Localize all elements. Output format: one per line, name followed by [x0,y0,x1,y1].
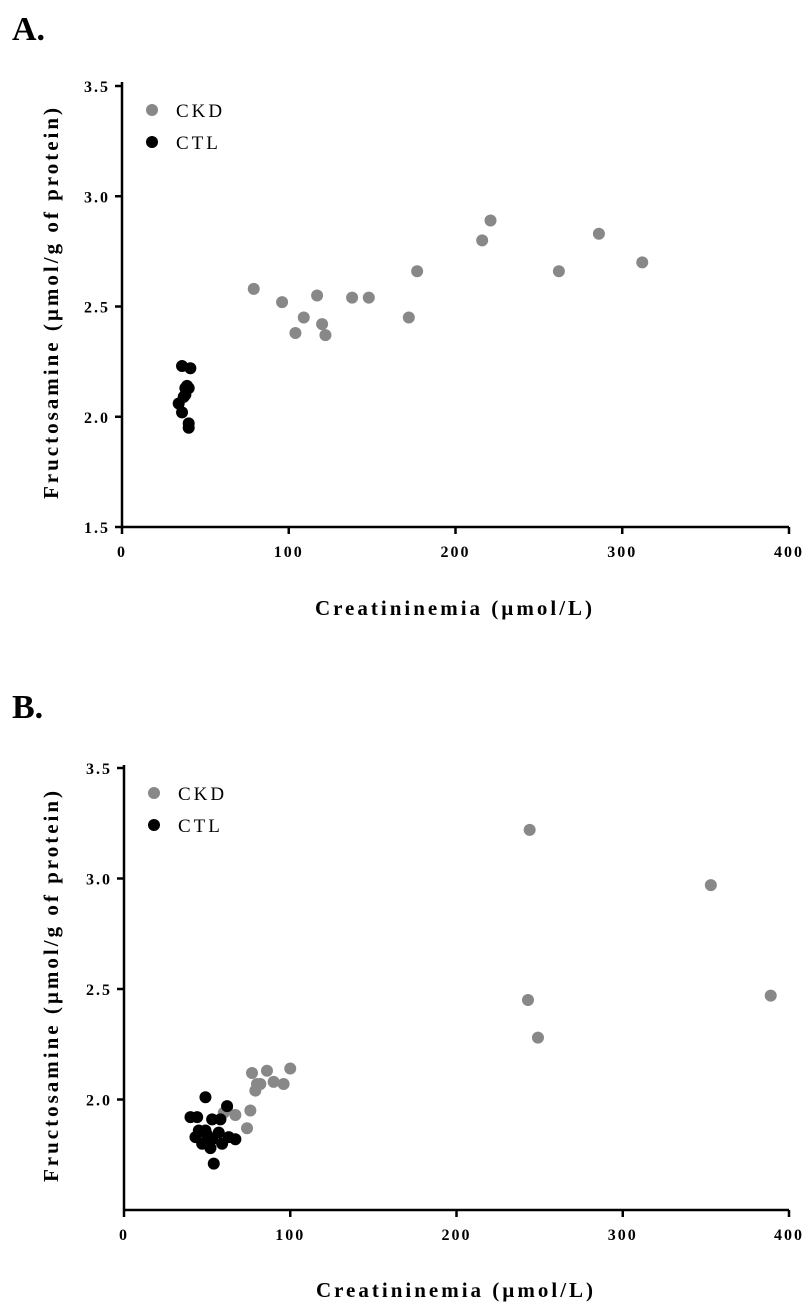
data-point-ckd [260,1064,273,1077]
legend-label-ckd: CKD [178,784,227,805]
x-tick-label: 400 [774,544,804,561]
data-point-ckd [229,1108,242,1121]
y-tick-label: 2.0 [84,410,110,427]
data-point-ctl [206,1113,219,1126]
data-point-ckd [244,1104,257,1117]
data-point-ctl [214,1113,227,1126]
data-point-ctl [221,1100,234,1113]
data-point-ctl [212,1126,225,1139]
legend: CKD CTL [148,784,227,837]
y-tick-label: 2.5 [86,982,112,999]
data-point-ckd [636,256,649,269]
data-points [184,823,777,1170]
data-point-ckd [311,289,324,302]
panel-label: B. [12,689,43,726]
y-tick-label: 2.0 [86,1093,112,1110]
data-point-ckd [316,318,329,331]
y-tick-label: 3.0 [84,189,110,206]
data-point-ckd [247,282,260,295]
data-point-ckd [552,265,565,278]
x-tick-label: 0 [117,544,127,561]
data-points [172,214,649,434]
legend-marker-ckd [146,104,158,116]
data-point-ckd [289,326,302,339]
x-ticks: 0 100 200 300 400 [119,1210,804,1244]
x-axis-title: Creatininemia (µmol/L) [315,596,595,620]
data-point-ckd [592,227,605,240]
y-axis-title: Fructosamine (µmol/g of protein) [39,788,63,1182]
legend-marker-ckd [148,787,160,799]
data-point-ctl [229,1133,242,1146]
legend-label-ctl: CTL [176,133,221,154]
y-ticks: 1.5 2.0 2.5 3.0 3.5 [84,79,122,537]
y-tick-label: 3.5 [84,79,110,96]
panel-a: A. 1.5 2.0 2.5 3.0 3.5 0 100 200 300 400 Creatin… [12,11,804,620]
x-tick-label: 100 [274,544,304,561]
x-ticks: 0 100 200 300 400 [117,527,804,561]
x-tick-label: 100 [275,1227,305,1244]
data-point-ckd [484,214,497,227]
legend-marker-ctl [148,819,160,831]
data-point-ckd [531,1031,544,1044]
data-point-ckd [704,879,717,892]
panel-label: A. [12,11,45,48]
x-tick-label: 300 [608,1227,638,1244]
data-point-ckd [362,291,375,304]
data-point-ctl [182,382,195,395]
x-tick-label: 200 [442,1227,472,1244]
y-tick-label: 3.0 [86,872,112,889]
x-axis-title: Creatininemia (µmol/L) [316,1278,596,1302]
data-point-ckd [284,1062,297,1075]
data-point-ckd [476,234,489,247]
x-tick-label: 300 [607,544,637,561]
data-point-ckd [411,265,424,278]
panel-b: B. 2.0 2.5 3.0 3.5 0 100 200 300 400 Creatinine… [12,689,804,1302]
data-point-ctl [207,1157,220,1170]
data-point-ckd [254,1078,267,1091]
y-axis-title: Fructosamine (µmol/g of protein) [39,105,63,499]
data-point-ctl [182,421,195,434]
data-point-ckd [297,311,310,324]
x-tick-label: 0 [119,1227,129,1244]
data-point-ckd [521,994,534,1007]
data-point-ckd [241,1122,254,1135]
data-point-ctl [184,362,197,375]
data-point-ctl [176,406,189,419]
legend-label-ckd: CKD [176,101,225,122]
data-point-ckd [346,291,359,304]
data-point-ckd [523,823,536,836]
data-point-ckd [277,1078,290,1091]
data-point-ckd [276,296,289,309]
data-point-ckd [319,329,332,342]
y-tick-label: 3.5 [86,761,112,778]
data-point-ckd [246,1066,259,1079]
x-tick-label: 400 [774,1227,804,1244]
legend-marker-ctl [146,136,158,148]
data-point-ckd [402,311,415,324]
y-tick-label: 2.5 [84,300,110,317]
data-point-ctl [191,1111,204,1124]
data-point-ctl [199,1091,212,1104]
data-point-ckd [267,1075,280,1088]
data-point-ckd [764,989,777,1002]
y-tick-label: 1.5 [84,520,110,537]
legend-label-ctl: CTL [178,816,223,837]
y-ticks: 2.0 2.5 3.0 3.5 [86,761,124,1110]
legend: CKD CTL [146,101,225,154]
x-tick-label: 200 [441,544,471,561]
